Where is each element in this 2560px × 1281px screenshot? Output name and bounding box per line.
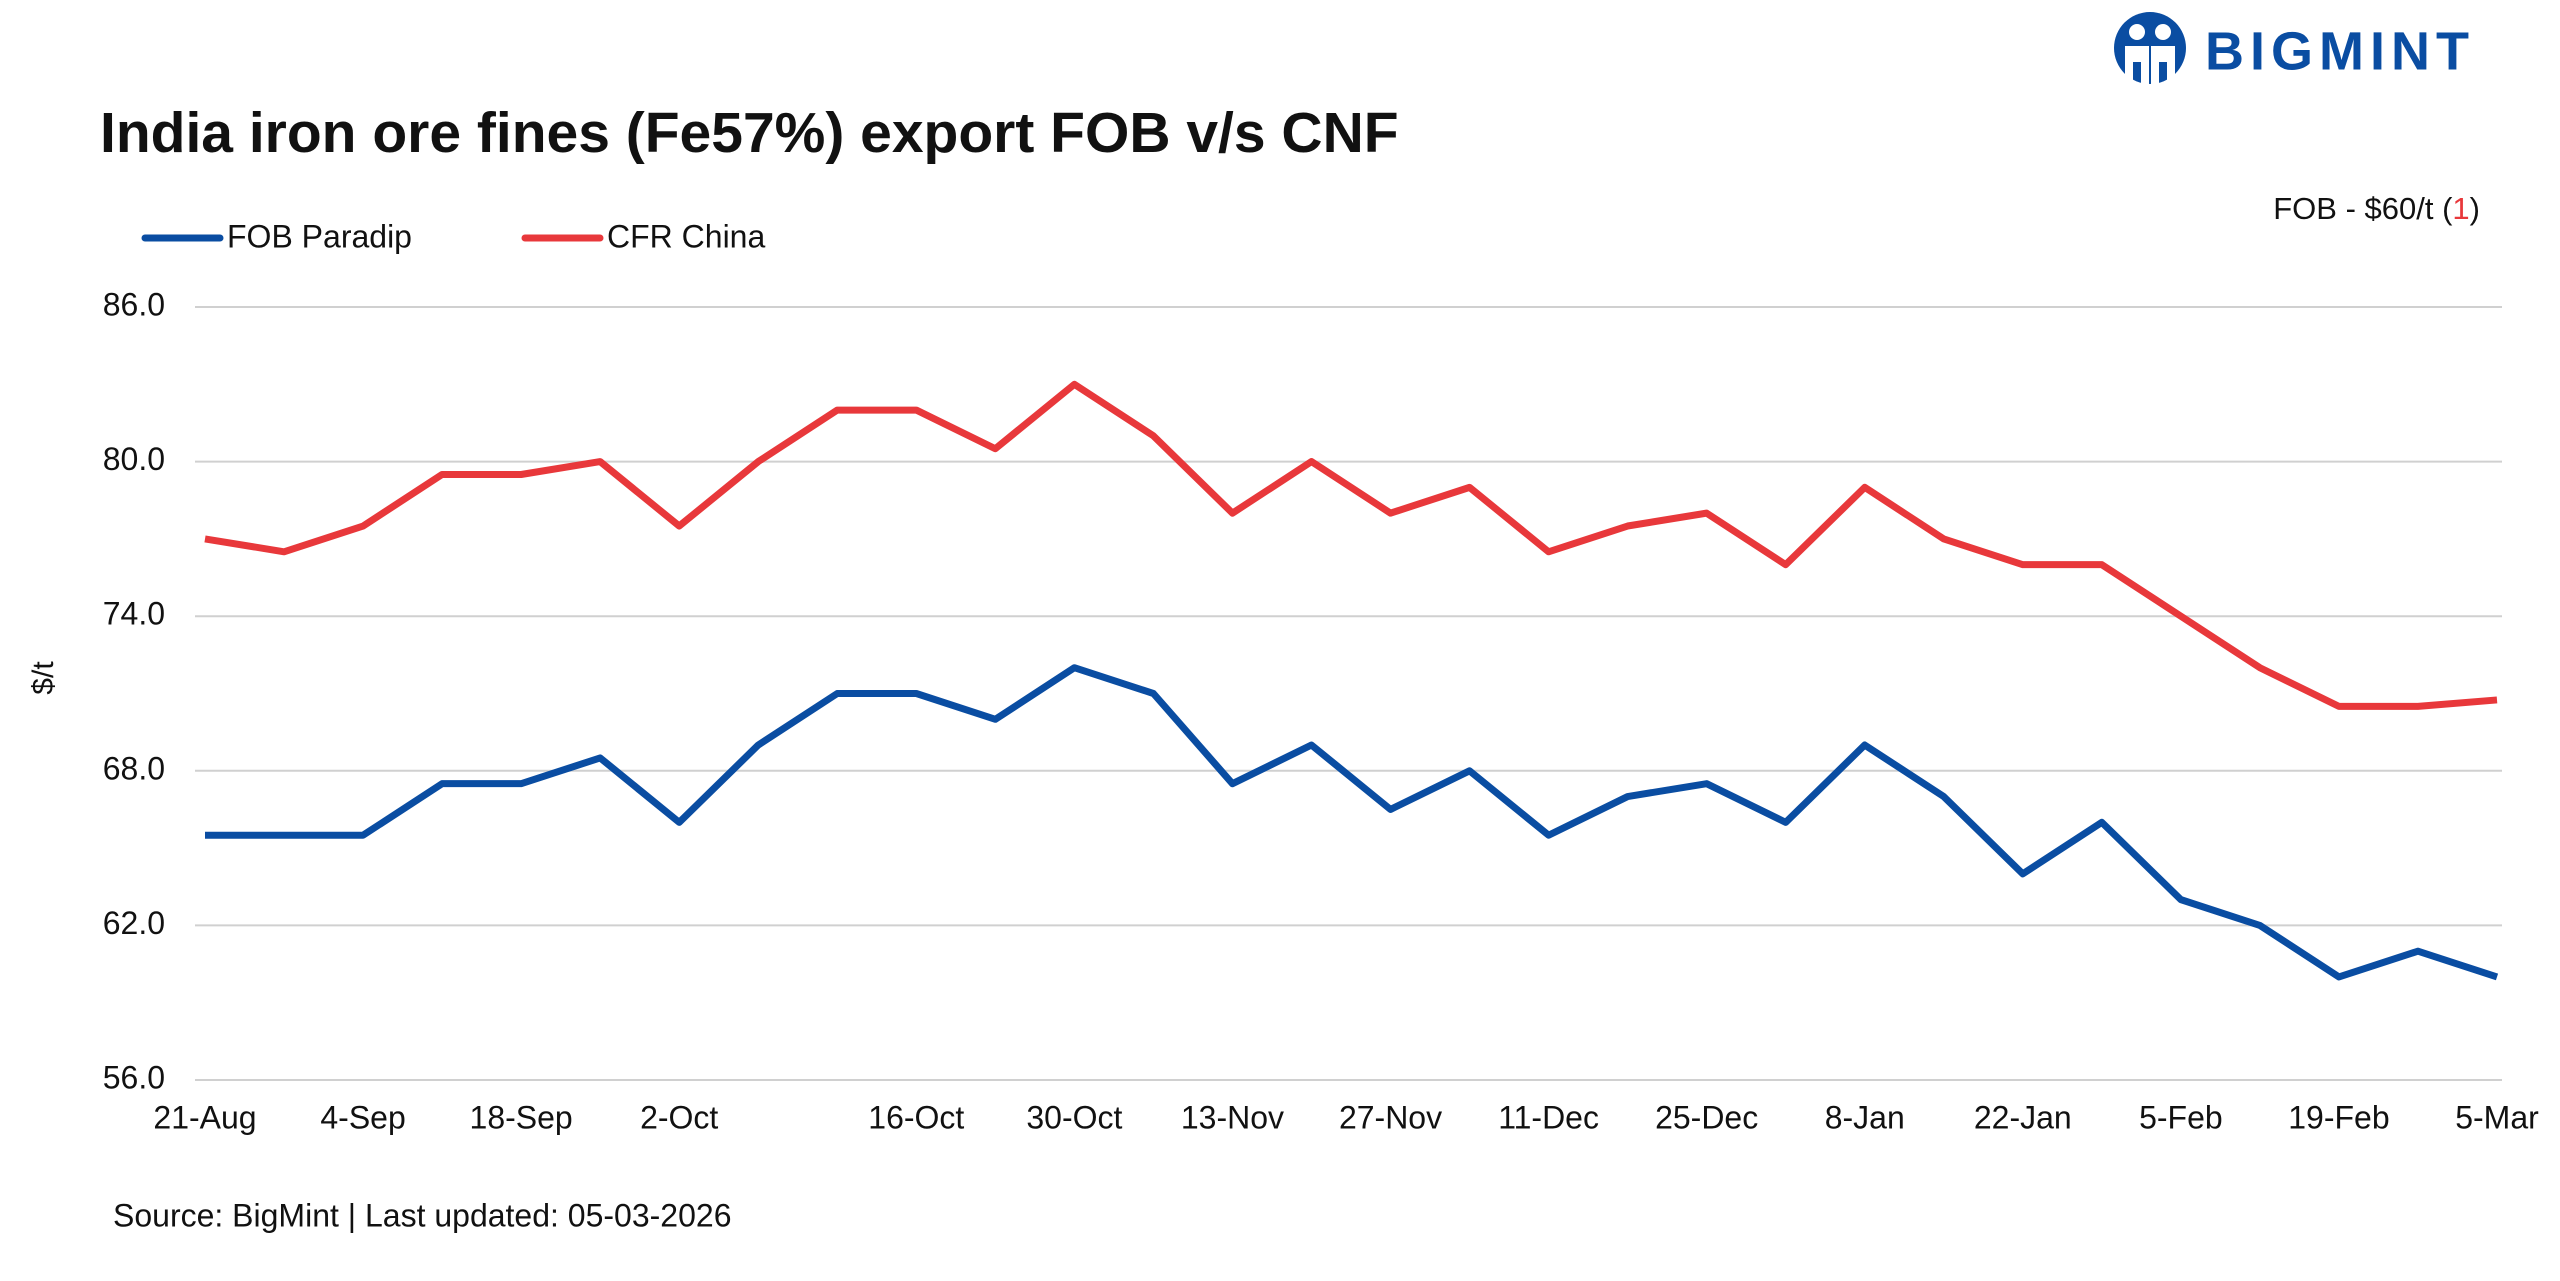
source: Source: BigMint | Last updated: 05-03-20… <box>113 1197 731 1233</box>
y-tick-label: 56.0 <box>103 1059 165 1095</box>
x-tick-label: 30-Oct <box>1026 1099 1122 1135</box>
x-tick-label: 13-Nov <box>1181 1099 1284 1135</box>
note-highlight: 1 <box>2452 191 2469 226</box>
y-tick-label: 62.0 <box>103 905 165 941</box>
x-tick-label: 22-Jan <box>1974 1099 2072 1135</box>
x-tick-label: 5-Feb <box>2139 1099 2223 1135</box>
logo-text: BIGMINT <box>2205 21 2475 81</box>
x-tick-label: 5-Mar <box>2455 1099 2539 1135</box>
note: FOB - $60/t (1) <box>2273 191 2480 226</box>
note-text: ) <box>2470 191 2480 226</box>
x-tick-label: 11-Dec <box>1498 1099 1599 1135</box>
x-tick-label: 19-Feb <box>2288 1099 2389 1135</box>
note-text: FOB - $60/t ( <box>2273 191 2453 226</box>
series-line <box>205 664 2499 981</box>
x-tick-label: 16-Oct <box>868 1099 964 1135</box>
legend-label: FOB Paradip <box>227 218 412 254</box>
x-tick-label: 4-Sep <box>320 1099 405 1135</box>
x-tick-label: 27-Nov <box>1339 1099 1442 1135</box>
y-tick-label: 68.0 <box>103 750 165 786</box>
chart-title: India iron ore fines (Fe57%) export FOB … <box>100 101 1399 165</box>
y-tick-label: 80.0 <box>103 441 165 477</box>
x-tick-label: 21-Aug <box>153 1099 256 1135</box>
x-tick-label: 2-Oct <box>640 1099 718 1135</box>
legend-label: CFR China <box>607 218 765 254</box>
x-tick-label: 18-Sep <box>470 1099 573 1135</box>
logo-icon <box>2114 12 2186 84</box>
x-tick-label: 25-Dec <box>1655 1099 1758 1135</box>
x-tick-label: 8-Jan <box>1825 1099 1905 1135</box>
y-tick-label: 74.0 <box>103 596 165 632</box>
series-line <box>204 380 2498 710</box>
y-tick-label: 86.0 <box>103 286 165 322</box>
y-axis-label: $/t <box>27 661 60 695</box>
